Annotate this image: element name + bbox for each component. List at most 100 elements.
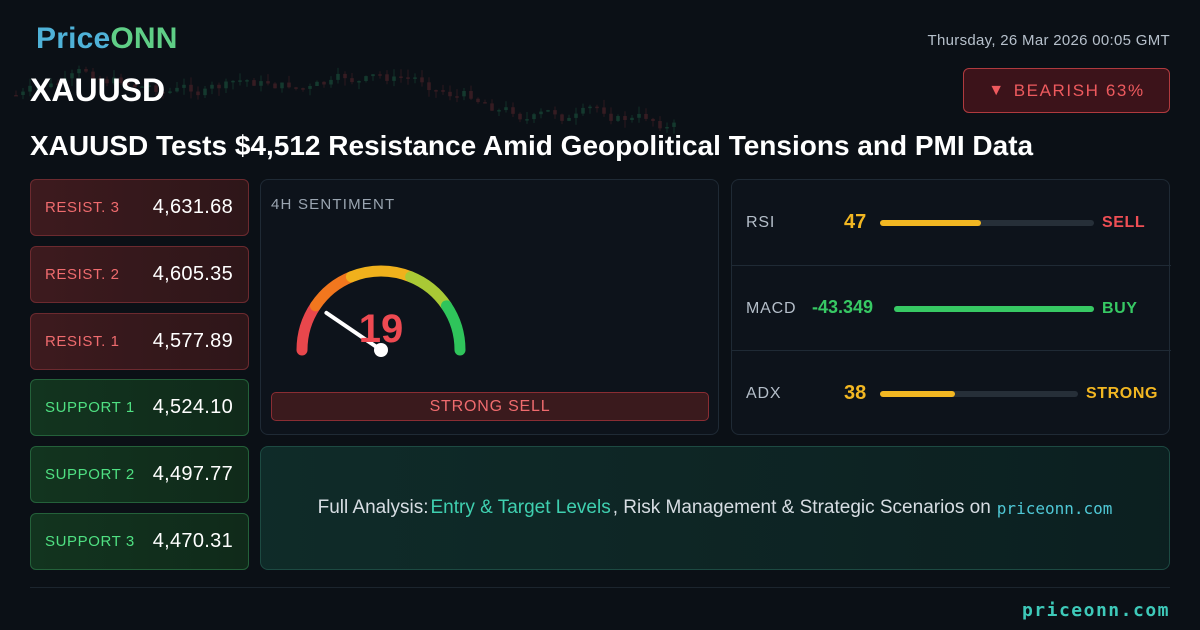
background-candle — [399, 76, 403, 78]
background-candle — [616, 116, 620, 121]
background-candle — [525, 119, 529, 121]
gauge-hub — [374, 343, 388, 357]
background-candle — [602, 107, 606, 114]
level-value: 4,524.10 — [152, 396, 233, 418]
background-candle — [14, 95, 18, 97]
support-level-3: SUPPORT 3 4,470.31 — [30, 513, 249, 570]
background-candle — [168, 91, 172, 93]
background-candle — [322, 81, 326, 85]
background-candle — [518, 113, 522, 120]
footer-site-link[interactable]: priceonn.com — [1021, 600, 1170, 621]
background-candle — [595, 106, 599, 109]
background-candle — [77, 69, 81, 74]
analysis-site-link[interactable]: priceonn.com — [996, 498, 1113, 518]
background-candle — [672, 122, 676, 127]
background-candle — [182, 84, 186, 88]
background-candle — [35, 84, 39, 87]
background-candle — [567, 117, 571, 121]
background-candle — [91, 71, 95, 79]
background-candle — [56, 83, 60, 86]
indicator-value: 47 — [844, 211, 867, 233]
background-candle — [658, 120, 662, 129]
background-candle — [231, 80, 235, 83]
indicator-signal: SELL — [1102, 214, 1146, 231]
background-candle — [238, 80, 242, 82]
indicator-bar — [880, 391, 1078, 397]
indicator-signal: BUY — [1102, 300, 1138, 317]
background-candle — [175, 87, 179, 92]
level-value: 4,470.31 — [152, 530, 233, 552]
background-candle — [574, 113, 578, 118]
background-candle — [630, 117, 634, 121]
background-candle — [245, 80, 249, 82]
background-candle — [112, 77, 116, 84]
background-candle — [546, 110, 550, 112]
sentiment-gauge: 19 — [296, 265, 466, 357]
indicator-bar-fill — [894, 306, 1094, 312]
gauge-segment — [345, 265, 417, 283]
background-candle — [420, 77, 424, 83]
background-candle — [105, 79, 109, 84]
background-candle — [28, 85, 32, 92]
triangle-down-icon: ▼ — [988, 81, 1006, 99]
background-candle — [462, 90, 466, 97]
background-candle — [455, 96, 459, 98]
support-level-2: SUPPORT 2 4,497.77 — [30, 446, 249, 503]
symbol-title: XAUUSD — [30, 72, 166, 108]
indicators-card: RSI 47 SELL MACD -43.349 BUY ADX 38 STRO… — [731, 179, 1171, 435]
level-label: SUPPORT 3 — [45, 533, 135, 550]
background-candle — [203, 88, 207, 96]
brand-logo: PriceONN — [36, 22, 178, 56]
background-candle — [392, 76, 396, 81]
background-candle — [637, 113, 641, 118]
background-candle — [469, 90, 473, 99]
background-candle — [119, 77, 123, 84]
level-value: 4,577.89 — [152, 330, 233, 352]
full-analysis-banner[interactable]: Full Analysis: Entry & Target Levels , R… — [260, 446, 1170, 570]
background-candle — [490, 103, 494, 111]
background-candle — [98, 78, 102, 81]
background-candle — [497, 110, 501, 112]
level-label: SUPPORT 1 — [45, 399, 135, 416]
level-label: RESIST. 2 — [45, 266, 120, 283]
background-candle — [308, 86, 312, 89]
background-candle — [21, 91, 25, 96]
timestamp: Thursday, 26 Mar 2026 00:05 GMT — [927, 32, 1170, 49]
indicator-name: MACD — [746, 300, 797, 317]
background-candle — [154, 85, 158, 92]
sentiment-label: STRONG SELL — [271, 392, 709, 421]
background-candle — [70, 73, 74, 79]
gauge-segment — [405, 271, 452, 312]
resistance-level-2: RESIST. 2 4,605.35 — [30, 246, 249, 303]
indicator-name: ADX — [746, 385, 782, 402]
background-candle — [553, 110, 557, 115]
background-candle — [336, 73, 340, 80]
indicator-bar — [894, 306, 1094, 312]
background-candle — [406, 77, 410, 79]
level-value: 4,497.77 — [152, 463, 233, 485]
background-candle — [140, 86, 144, 88]
background-candle — [651, 118, 655, 121]
gauge-segment — [440, 300, 466, 356]
background-candle — [581, 107, 585, 114]
gauge-score: 19 — [359, 307, 404, 351]
background-candle — [161, 91, 165, 94]
brand-logo-part2: ONN — [110, 22, 178, 55]
background-candle — [532, 114, 536, 120]
level-value: 4,605.35 — [152, 263, 233, 285]
background-candle — [539, 111, 543, 115]
background-candle — [560, 114, 564, 121]
background-candle — [623, 116, 627, 121]
indicator-name: RSI — [746, 214, 776, 231]
indicator-row-macd: MACD -43.349 BUY — [732, 265, 1171, 350]
support-level-1: SUPPORT 1 4,524.10 — [30, 379, 249, 436]
background-candle — [644, 113, 648, 119]
background-candle — [504, 107, 508, 111]
background-candle — [357, 81, 361, 83]
background-candle — [511, 107, 515, 114]
background-candle — [588, 106, 592, 109]
indicator-row-adx: ADX 38 STRONG — [732, 350, 1171, 435]
footer-divider — [30, 587, 1170, 588]
indicator-value: -43.349 — [812, 297, 874, 317]
